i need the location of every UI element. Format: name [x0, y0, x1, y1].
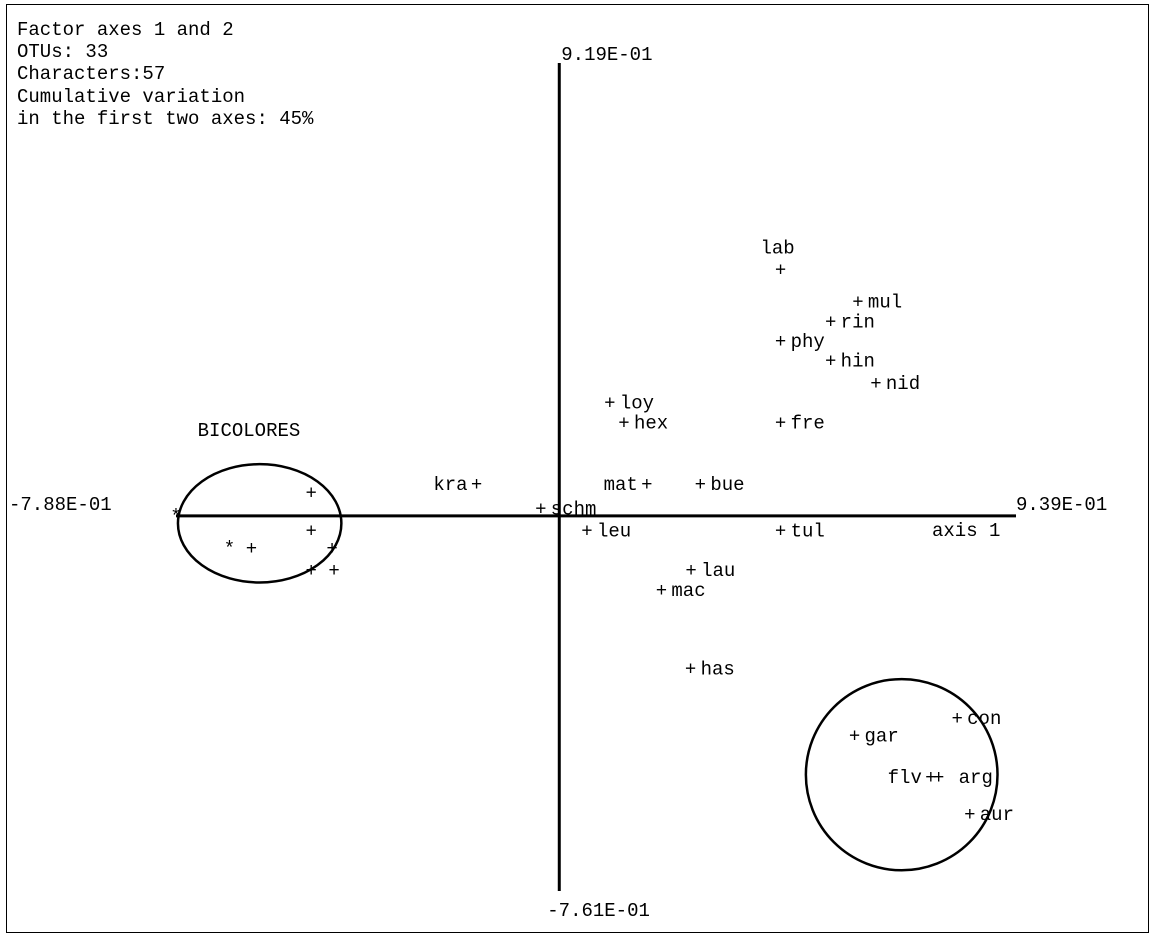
plus-marker: +	[685, 659, 696, 681]
plus-marker: +	[775, 412, 786, 434]
plus-marker: +	[951, 708, 962, 730]
plus-marker: +	[775, 521, 786, 543]
group-ellipses: BICOLORES	[176, 420, 999, 872]
x-axis-min-label: -7.88E-01	[9, 494, 112, 516]
group-ellipse	[176, 462, 343, 584]
plus-marker: +	[306, 482, 317, 504]
info-line: OTUs: 33	[17, 41, 108, 63]
point-label: leu	[597, 521, 631, 543]
point-label: gar	[865, 725, 899, 747]
info-line: Characters:57	[17, 63, 165, 85]
plus-marker: +	[306, 560, 317, 582]
info-block: Factor axes 1 and 2 OTUs: 33 Characters:…	[17, 19, 314, 130]
plus-marker: +	[581, 521, 592, 543]
plus-marker: +	[852, 292, 863, 314]
plus-marker: +	[656, 580, 667, 602]
y-axis-max-label: 9.19E-01	[561, 44, 652, 66]
point-label: mat	[604, 474, 638, 496]
point-label: phy	[791, 331, 825, 353]
point-label: con	[967, 708, 1001, 730]
point-label: schm	[551, 499, 597, 521]
plus-marker: +	[618, 412, 629, 434]
star-marker: *	[170, 506, 181, 528]
plus-marker: +	[825, 351, 836, 373]
group-ellipse	[804, 677, 999, 872]
plus-marker: +	[775, 331, 786, 353]
point-label: flv	[888, 767, 922, 789]
plus-marker: +	[326, 538, 337, 560]
plus-marker: +	[641, 474, 652, 496]
info-line: Cumulative variation	[17, 86, 245, 108]
plus-marker: +	[825, 311, 836, 333]
factor-plot: Factor axes 1 and 2 OTUs: 33 Characters:…	[9, 19, 1107, 922]
point-label: mul	[868, 292, 902, 314]
point-label: kra	[433, 474, 467, 496]
info-line: in the first two axes: 45%	[17, 108, 314, 130]
point-label: mac	[671, 580, 705, 602]
plus-marker: +	[328, 560, 339, 582]
point-label: rin	[841, 311, 875, 333]
data-points: +lab+ mul+ rin+ phy+ hin+ nid+ loy+ hex + fre+kra…	[170, 238, 1014, 827]
plus-marker: +	[925, 767, 936, 789]
plus-marker: +	[535, 499, 546, 521]
plus-marker: +	[246, 538, 257, 560]
star-marker: *	[224, 538, 235, 560]
point-label: aur	[980, 804, 1014, 826]
x-axis-max-label: 9.39E-01	[1016, 494, 1107, 516]
plus-marker: +	[685, 560, 696, 582]
plus-marker: +	[695, 474, 706, 496]
x-axis-title: axis 1	[932, 520, 1000, 542]
point-label: loy	[620, 393, 654, 415]
plus-marker: +	[775, 260, 786, 282]
point-label: has	[701, 659, 735, 681]
plus-marker: +	[306, 521, 317, 543]
plus-marker: +	[933, 767, 944, 789]
plus-marker: +	[849, 725, 860, 747]
point-label: fre	[791, 412, 825, 434]
plus-marker: +	[604, 393, 615, 415]
point-label: lau	[701, 560, 735, 582]
y-axis-min-label: -7.61E-01	[547, 900, 650, 922]
point-label: lab	[760, 238, 794, 260]
point-label: tul	[791, 521, 825, 543]
point-label: hex	[634, 412, 668, 434]
plus-marker: +	[471, 474, 482, 496]
point-label: nid	[886, 373, 920, 395]
plus-marker: +	[964, 804, 975, 826]
chart-frame: Factor axes 1 and 2 OTUs: 33 Characters:…	[6, 4, 1149, 933]
group-label: BICOLORES	[198, 420, 301, 442]
point-label: bue	[710, 474, 744, 496]
info-line: Factor axes 1 and 2	[17, 19, 234, 41]
point-label: hin	[841, 351, 875, 373]
point-label: arg	[959, 767, 993, 789]
plus-marker: +	[870, 373, 881, 395]
